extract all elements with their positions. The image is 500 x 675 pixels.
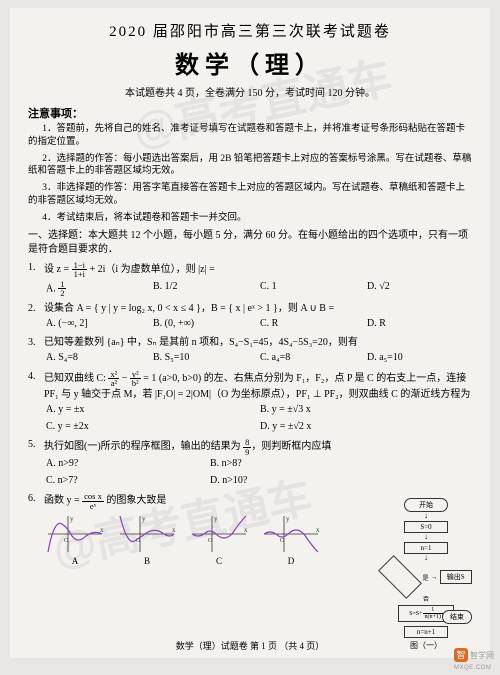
fc-box: n=1 — [404, 542, 448, 554]
option-d: D. y = ±√2 x — [258, 419, 472, 436]
graph-svg: x y O — [188, 514, 250, 554]
graph-svg: x y O — [260, 514, 322, 554]
option-a: A. n>9? — [44, 456, 208, 473]
fc-arrow-icon: ↓ — [380, 514, 472, 519]
svg-text:x: x — [172, 526, 176, 534]
fc-decision — [378, 555, 422, 599]
option-d: D. a₅=10 — [365, 350, 472, 367]
question-number: 6. — [28, 492, 36, 507]
svg-text:O: O — [64, 538, 69, 544]
question-text: 函数 y = cos xeˣ 的图象大致是 — [44, 495, 166, 506]
options: A. S₄=8 B. S₅=10 C. a₄=8 D. a₅=10 — [44, 350, 472, 367]
fc-end: 结束 — [442, 610, 472, 624]
fc-output: 输出S — [440, 570, 472, 584]
fc-arrow-icon: → — [430, 573, 437, 581]
graph-b: x y O B — [116, 514, 178, 566]
question-text: 设集合 A = { y | y = log₂ x, 0 < x ≤ 4 }，B … — [44, 303, 334, 314]
fc-yes-label: 是 — [422, 573, 428, 582]
question-3: 3. 已知等差数列 {aₙ} 中，Sₙ 是其前 n 项和，S₄−S₁=45，4S… — [28, 336, 472, 367]
option-b: B. 1/2 — [151, 279, 258, 299]
graph-label: A — [44, 556, 106, 566]
option-c: C. a₄=8 — [258, 350, 365, 367]
option-c: C. R — [258, 316, 365, 333]
option-d: D. R — [365, 316, 472, 333]
question-4: 4. 已知双曲线 C: x²a² − y²b² = 1 (a>0, b>0) 的… — [28, 370, 472, 436]
graph-c: x y O C — [188, 514, 250, 566]
svg-text:x: x — [244, 526, 248, 534]
option-c: C. y = ±2x — [44, 419, 258, 436]
fc-box: n=n+1 — [404, 626, 448, 638]
graph-label: B — [116, 556, 178, 566]
question-number: 2. — [28, 302, 36, 317]
fc-start: 开始 — [404, 498, 448, 512]
question-text: 执行如图(一)所示的程序框图，输出的结果为 89，则判断框内应填 — [44, 441, 331, 452]
option-a: A. y = ±x — [44, 402, 258, 419]
notice-item: 1．答题前，先将自己的姓名、准考证号填写在试题卷和答题卡上，并将准考证号条形码粘… — [28, 123, 472, 149]
question-text: 设 z = 1−i1+i + 2i（i 为虚数单位），则 |z| = — [44, 264, 215, 275]
fc-no-label: 否 — [380, 594, 472, 603]
option-b: B. n>8? — [208, 456, 372, 473]
svg-text:y: y — [142, 515, 146, 523]
option-d: D. n>10? — [208, 473, 372, 490]
question-number: 5. — [28, 438, 36, 453]
question-number: 1. — [28, 261, 36, 276]
options: A. 12 B. 1/2 C. 1 D. √2 — [44, 279, 472, 299]
graph-d: x y O D — [260, 514, 322, 566]
notice-item: 4．考试结束后，将本试题卷和答题卡一并交回。 — [28, 212, 472, 225]
paper-title: 2020 届邵阳市高三第三次联考试题卷 — [28, 20, 472, 41]
svg-text:y: y — [214, 515, 218, 523]
svg-text:O: O — [280, 538, 285, 544]
question-5: 5. 执行如图(一)所示的程序框图，输出的结果为 89，则判断框内应填 A. n… — [28, 438, 472, 489]
option-b: B. S₅=10 — [151, 350, 258, 367]
graph-svg: x y O — [116, 514, 178, 554]
question-text: 已知等差数列 {aₙ} 中，Sₙ 是其前 n 项和，S₄−S₁=45，4S₄−5… — [44, 337, 358, 348]
graph-a: x y O A — [44, 514, 106, 566]
site-logo: 智智学网 MXQE.COM — [454, 648, 494, 671]
notice-item: 2．选择题的作答：每小题选出答案后，用 2B 铅笔把答题卡上对应的答案标号涂黑。… — [28, 153, 472, 179]
option-a: A. 12 — [44, 279, 151, 299]
option-c: C. n>7? — [44, 473, 208, 490]
graph-label: C — [188, 556, 250, 566]
svg-text:x: x — [316, 526, 320, 534]
paper-meta: 本试题卷共 4 页，全卷满分 150 分，考试时间 120 分钟。 — [28, 84, 472, 99]
notice-item: 3．非选择题的作答：用答字笔直接答在答题卡上对应的答题区域内。写在试题卷、草稿纸… — [28, 182, 472, 208]
page-footer: 数学（理）试题卷 第 1 页 （共 4 页） — [10, 639, 490, 652]
question-number: 4. — [28, 370, 36, 385]
options: A. n>9? B. n>8? C. n>7? D. n>10? — [44, 456, 372, 489]
question-text: 已知双曲线 C: x²a² − y²b² = 1 (a>0, b>0) 的左、右… — [44, 373, 470, 400]
svg-text:O: O — [208, 538, 213, 544]
option-a: A. (−∞, 2] — [44, 316, 151, 333]
part1-heading: 一、选择题：本大题共 12 个小题，每小题 5 分，满分 60 分。在每小题给出… — [28, 229, 472, 257]
svg-text:y: y — [70, 515, 74, 523]
question-number: 3. — [28, 336, 36, 351]
graph-svg: x y O — [44, 514, 106, 554]
question-2: 2. 设集合 A = { y | y = log₂ x, 0 < x ≤ 4 }… — [28, 302, 472, 333]
subject-title: 数学（理） — [28, 45, 472, 80]
option-a: A. S₄=8 — [44, 350, 151, 367]
option-b: B. (0, +∞) — [151, 316, 258, 333]
fc-box: S=0 — [404, 521, 448, 533]
option-d: D. √2 — [365, 279, 472, 299]
graph-label: D — [260, 556, 322, 566]
option-c: C. 1 — [258, 279, 365, 299]
options: A. (−∞, 2] B. (0, +∞) C. R D. R — [44, 316, 472, 333]
fc-arrow-icon: ↓ — [380, 535, 472, 540]
question-1: 1. 设 z = 1−i1+i + 2i（i 为虚数单位），则 |z| = A.… — [28, 261, 472, 299]
notice-label: 注意事项： — [28, 105, 472, 121]
logo-badge-icon: 智 — [454, 648, 468, 662]
flowchart: 开始 ↓ S=0 ↓ n=1 ↓ 是 → 输出S 否 S=S+1n(n+1) 结… — [380, 496, 472, 651]
logo-text: 智学网 — [470, 651, 494, 660]
option-b: B. y = ±√3 x — [258, 402, 472, 419]
logo-sub: MXQE.COM — [454, 665, 491, 671]
svg-text:y: y — [286, 515, 290, 523]
exam-paper: @高考直通车 @高考直通车 2020 届邵阳市高三第三次联考试题卷 数学（理） … — [10, 8, 490, 658]
options: A. y = ±x B. y = ±√3 x C. y = ±2x D. y =… — [44, 402, 472, 435]
